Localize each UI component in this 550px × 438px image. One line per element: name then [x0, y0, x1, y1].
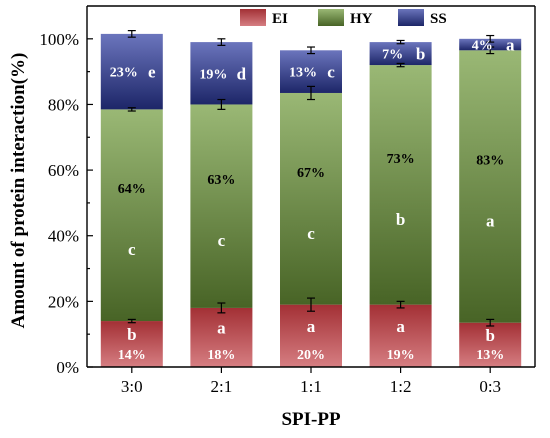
y-tick-label: 40%: [48, 227, 79, 246]
bar-segment-ei: [190, 307, 253, 367]
bar-segment-hy: [190, 104, 253, 308]
data-label: 13%: [289, 66, 317, 81]
bar-segment-hy: [459, 50, 522, 323]
data-label: 83%: [476, 154, 504, 169]
axes-layer: [86, 5, 536, 368]
data-label: 14%: [118, 348, 146, 363]
legend-swatch-hy: [318, 9, 344, 26]
data-label: 7%: [382, 48, 403, 63]
data-label: 73%: [387, 152, 415, 167]
data-label: 64%: [118, 182, 146, 197]
significance-letter: a: [307, 317, 316, 336]
data-label: 19%: [199, 67, 227, 82]
legend-label: EI: [272, 11, 288, 27]
legend-swatch-ss: [398, 9, 424, 26]
significance-letter: c: [218, 231, 226, 250]
significance-letter: a: [396, 317, 405, 336]
y-axis-title: Amount of protein interaction(%): [8, 53, 29, 329]
x-tick-label: 1:2: [390, 377, 412, 396]
y-tick-label: 80%: [48, 95, 79, 114]
significance-letter: b: [485, 326, 494, 345]
significance-letter: a: [506, 36, 515, 55]
y-tick-label: 100%: [39, 30, 79, 49]
ticks-layer: 0% 20% 40% 60% 80% 100% 3:0 2:1 1:1 1:2 0:3: [39, 30, 501, 396]
x-tick-label: 1:1: [300, 377, 322, 396]
x-axis-title: SPI-PP: [281, 409, 341, 430]
bar-segment-ei: [280, 304, 342, 367]
bar-labels-layer: b 14% 64% c 23% e a 18% 63% c 19% d a 20% 67% c 13% c a 19%…: [110, 30, 515, 363]
data-label: 4%: [472, 39, 493, 54]
x-tick-label: 2:1: [211, 377, 233, 396]
data-label: 18%: [207, 348, 235, 363]
significance-letter: e: [148, 63, 156, 82]
significance-letter: d: [237, 64, 247, 83]
legend: EI HY SS: [240, 9, 447, 27]
y-tick-label: 60%: [48, 161, 79, 180]
bar-segment-ei: [369, 304, 432, 367]
bar-segment-ss: [459, 38, 522, 51]
bar-segment-hy: [280, 92, 342, 305]
x-tick-label: 3:0: [121, 377, 143, 396]
data-label: 23%: [110, 66, 138, 81]
x-tick-label: 0:3: [479, 377, 501, 396]
significance-letter: c: [128, 240, 136, 259]
significance-letter: c: [307, 224, 315, 243]
data-label: 19%: [387, 348, 415, 363]
legend-label: HY: [350, 11, 373, 27]
bars-layer: [100, 33, 522, 367]
bar-segment-ss: [369, 42, 432, 66]
data-label: 20%: [297, 348, 325, 363]
bar-segment-ei: [100, 321, 163, 367]
bar-segment-ss: [100, 33, 163, 110]
significance-letter: a: [486, 212, 495, 231]
bar-segment-hy: [369, 65, 432, 305]
significance-letter: c: [327, 63, 335, 82]
significance-letter: b: [127, 325, 136, 344]
significance-letter: a: [217, 318, 226, 337]
significance-letter: b: [396, 210, 405, 229]
bar-segment-hy: [100, 109, 163, 322]
data-label: 63%: [207, 173, 235, 188]
significance-letter: b: [416, 45, 425, 64]
y-tick-label: 0%: [56, 358, 79, 377]
data-label: 67%: [297, 166, 325, 181]
bar-segment-ss: [190, 42, 253, 105]
legend-label: SS: [430, 11, 447, 27]
y-tick-label: 20%: [48, 292, 79, 311]
bar-segment-ei: [459, 322, 522, 367]
legend-swatch-ei: [240, 9, 266, 26]
data-label: 13%: [476, 348, 504, 363]
